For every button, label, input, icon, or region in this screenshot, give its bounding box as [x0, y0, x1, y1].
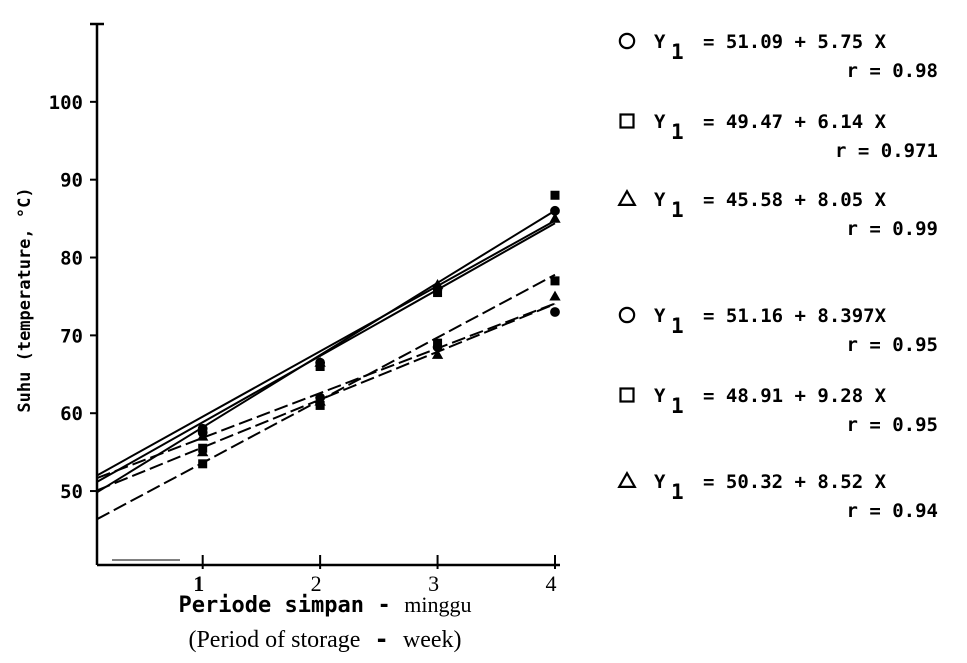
legend-equation: = 49.47 + 6.14 X [703, 111, 887, 133]
x-axis-label: Periode simpan - minggu [179, 592, 472, 618]
y-axis-label: Suhu (temperature, °C) [15, 187, 35, 412]
legend-marker-circle-icon [618, 32, 636, 50]
legend-r-value: r = 0.94 [846, 500, 938, 522]
legend-y-symbol: Y [654, 189, 666, 211]
legend-entry-1: Y 1 = 51.09 + 5.75 X r = 0.98 [618, 31, 938, 82]
legend: Y 1 = 51.09 + 5.75 Xr = 0.98Y 1 = 49.47 + 6.… [617, 31, 938, 522]
series-line-5 [96, 209, 556, 494]
y-ticks: 50 60 70 80 90 100 [49, 92, 97, 503]
legend-y-symbol: Y [654, 471, 666, 493]
legend-marker-triangle-icon [617, 470, 637, 488]
legend-equation: = 45.58 + 8.05 X [703, 189, 887, 211]
legend-r-value: r = 0.99 [846, 218, 938, 240]
legend-equation: = 51.09 + 5.75 X [703, 31, 887, 53]
legend-entry-4: Y 1 = 51.16 + 8.397X r = 0.95 [618, 305, 938, 356]
y-tick-label: 70 [60, 325, 83, 347]
x-axis-label-english-unit: week) [403, 627, 462, 653]
y-tick-label: 50 [60, 481, 83, 503]
series-line-4 [96, 219, 556, 477]
legend-r-value: r = 0.95 [846, 414, 938, 436]
legend-r-value: r = 0.95 [846, 334, 938, 356]
markers-group [197, 190, 561, 469]
x-axis-label-english: (Period of storage - week) [188, 625, 461, 653]
legend-entry-3: Y 1 = 45.58 + 8.05 X r = 0.99 [617, 188, 938, 240]
x-tick-label: 3 [428, 571, 439, 596]
series-4-point [197, 427, 208, 438]
legend-y-symbol: Y [654, 31, 666, 53]
series-5-point [198, 459, 208, 469]
x-axis-label-unit: minggu [404, 592, 471, 617]
series-6-point [314, 395, 326, 406]
legend-entry-5: Y 1 = 48.91 + 9.28 X r = 0.95 [619, 385, 938, 436]
legend-y-subscript: 1 [671, 394, 684, 418]
legend-y-subscript: 1 [671, 198, 684, 222]
x-tick-label: 1 [193, 571, 204, 596]
legend-marker-circle-icon [618, 306, 636, 324]
series-3-point [549, 212, 561, 223]
series-6-point [549, 290, 561, 301]
legend-equation: = 51.16 + 8.397X [703, 305, 887, 327]
legend-marker-square-icon [619, 387, 635, 403]
y-tick-label: 100 [49, 92, 83, 114]
y-tick-label: 60 [60, 403, 83, 425]
x-axis-label-english-main: (Period of storage [188, 627, 360, 653]
x-axis-label-dash: - [377, 593, 390, 618]
x-axis-label-english-dash: - [374, 625, 388, 653]
legend-r-value: r = 0.98 [846, 60, 938, 82]
series-6-point [431, 349, 444, 359]
legend-y-symbol: Y [654, 385, 666, 407]
series-2-point [433, 288, 443, 298]
x-ticks: 1 2 3 4 [193, 555, 557, 596]
series-3-point [431, 278, 444, 289]
series-4-point [550, 307, 560, 317]
legend-y-symbol: Y [654, 305, 666, 327]
series-line-1 [96, 302, 556, 480]
x-tick-label: 4 [546, 571, 557, 596]
legend-entry-2: Y 1 = 49.47 + 6.14 X r = 0.971 [619, 111, 938, 162]
legend-y-subscript: 1 [671, 314, 684, 338]
legend-y-subscript: 1 [671, 480, 684, 504]
legend-equation: = 50.32 + 8.52 X [703, 471, 887, 493]
series-6-point [197, 446, 209, 457]
axes [90, 22, 560, 567]
x-axis-label-main: Periode simpan [179, 593, 364, 618]
series-2-point [550, 190, 560, 200]
legend-equation: = 48.91 + 9.28 X [703, 385, 887, 407]
series-5-point [433, 338, 443, 348]
legend-y-subscript: 1 [671, 120, 684, 144]
legend-y-symbol: Y [654, 111, 666, 133]
series-group [96, 209, 556, 521]
y-tick-label: 90 [60, 170, 83, 192]
series-line-3 [96, 273, 556, 521]
legend-marker-triangle-icon [617, 188, 637, 206]
y-tick-label: 80 [60, 248, 83, 270]
legend-r-value: r = 0.971 [835, 140, 938, 162]
series-line-6 [96, 222, 556, 483]
x-tick-label: 2 [311, 571, 322, 596]
legend-y-subscript: 1 [671, 40, 684, 64]
series-5-point [550, 276, 560, 286]
legend-marker-square-icon [619, 113, 635, 129]
legend-entry-6: Y 1 = 50.32 + 8.52 X r = 0.94 [617, 470, 938, 522]
series-3-point [314, 356, 326, 367]
